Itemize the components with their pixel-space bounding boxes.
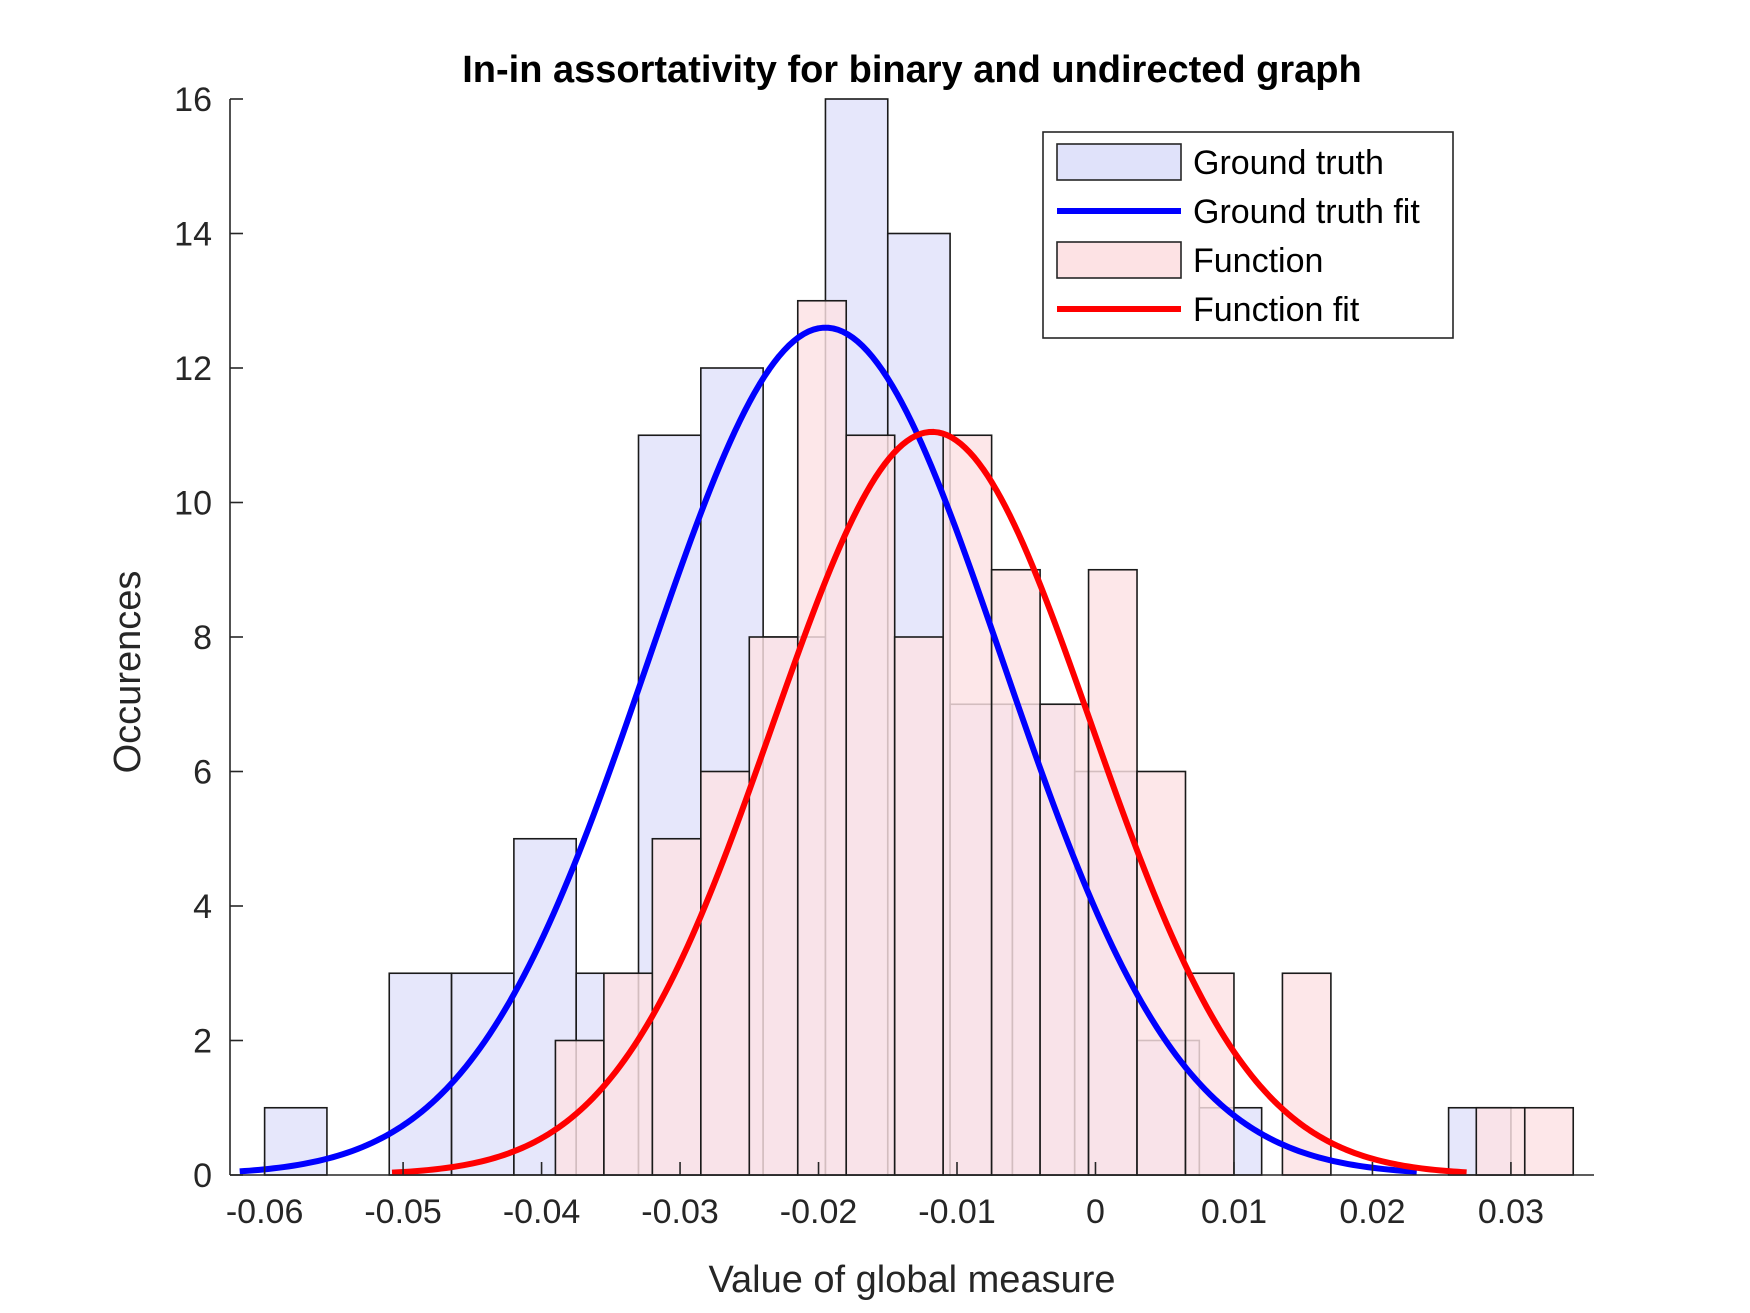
chart-title: In-in assortativity for binary and undir… [462,49,1361,91]
histogram-bar-function-11 [1087,568,1138,1176]
histogram-bars [263,98,1575,1176]
legend-label-function: Function [1193,242,1323,280]
histogram-bar-function-9 [990,568,1041,1176]
legend-label-ground-truth-fit: Ground truth fit [1193,193,1420,231]
histogram-bar-function-8 [942,434,993,1176]
x-tick-label: 0.03 [1478,1193,1544,1231]
histogram-bar-function-7 [893,636,944,1176]
y-tick-label: 4 [193,888,212,926]
x-tick-label: -0.04 [503,1193,581,1231]
histogram-bar-function-2 [651,837,702,1176]
x-tick-label: -0.01 [918,1193,996,1231]
y-tick-label: 10 [174,485,212,523]
histogram-bar-ground-truth-1 [388,972,453,1176]
y-tick-label: 2 [193,1023,212,1061]
y-tick-label: 16 [174,81,212,119]
fit-lines [239,324,1467,1176]
histogram-bar-function-10 [1039,703,1090,1176]
legend-swatch-function [1056,241,1182,279]
legend-swatch-ground-truth [1056,143,1182,181]
x-tick-label: 0.01 [1201,1193,1267,1231]
x-axis-label: Value of global measure [709,1259,1116,1301]
x-tick-label: -0.05 [364,1193,442,1231]
legend-label-ground-truth: Ground truth [1193,144,1384,182]
legend: Ground truth Ground truth fit Function Func… [1042,131,1454,339]
x-tick-label: -0.06 [226,1193,304,1231]
y-tick-label: 8 [193,619,212,657]
x-tick-label: -0.03 [641,1193,719,1231]
histogram-bar-function-6 [845,434,896,1176]
histogram-bar-function-17 [1523,1106,1575,1176]
histogram-bar-function-16 [1475,1106,1526,1176]
y-axis-ticks: 0 2 4 6 8 10 12 14 16 [174,81,243,1195]
fit-line-function-fit [391,428,1467,1176]
legend-label-function-fit: Function fit [1193,291,1360,329]
y-axis-label: Occurences [107,571,149,774]
fit-line-ground-truth-fit [239,324,1417,1175]
x-tick-label: 0.02 [1339,1193,1405,1231]
y-tick-label: 0 [193,1157,212,1195]
histogram-bar-function-3 [700,770,751,1176]
x-tick-label: 0 [1086,1193,1105,1231]
x-axis-ticks: -0.06 -0.05 -0.04 -0.03 -0.02 -0.01 0 0.01 0.02 0… [226,1162,1544,1231]
histogram-bar-function-5 [796,299,848,1176]
y-tick-label: 6 [193,754,212,792]
y-tick-label: 12 [174,350,212,388]
y-tick-label: 14 [174,216,212,254]
x-tick-label: -0.02 [780,1193,858,1231]
histogram-bar-function-12 [1136,770,1187,1176]
